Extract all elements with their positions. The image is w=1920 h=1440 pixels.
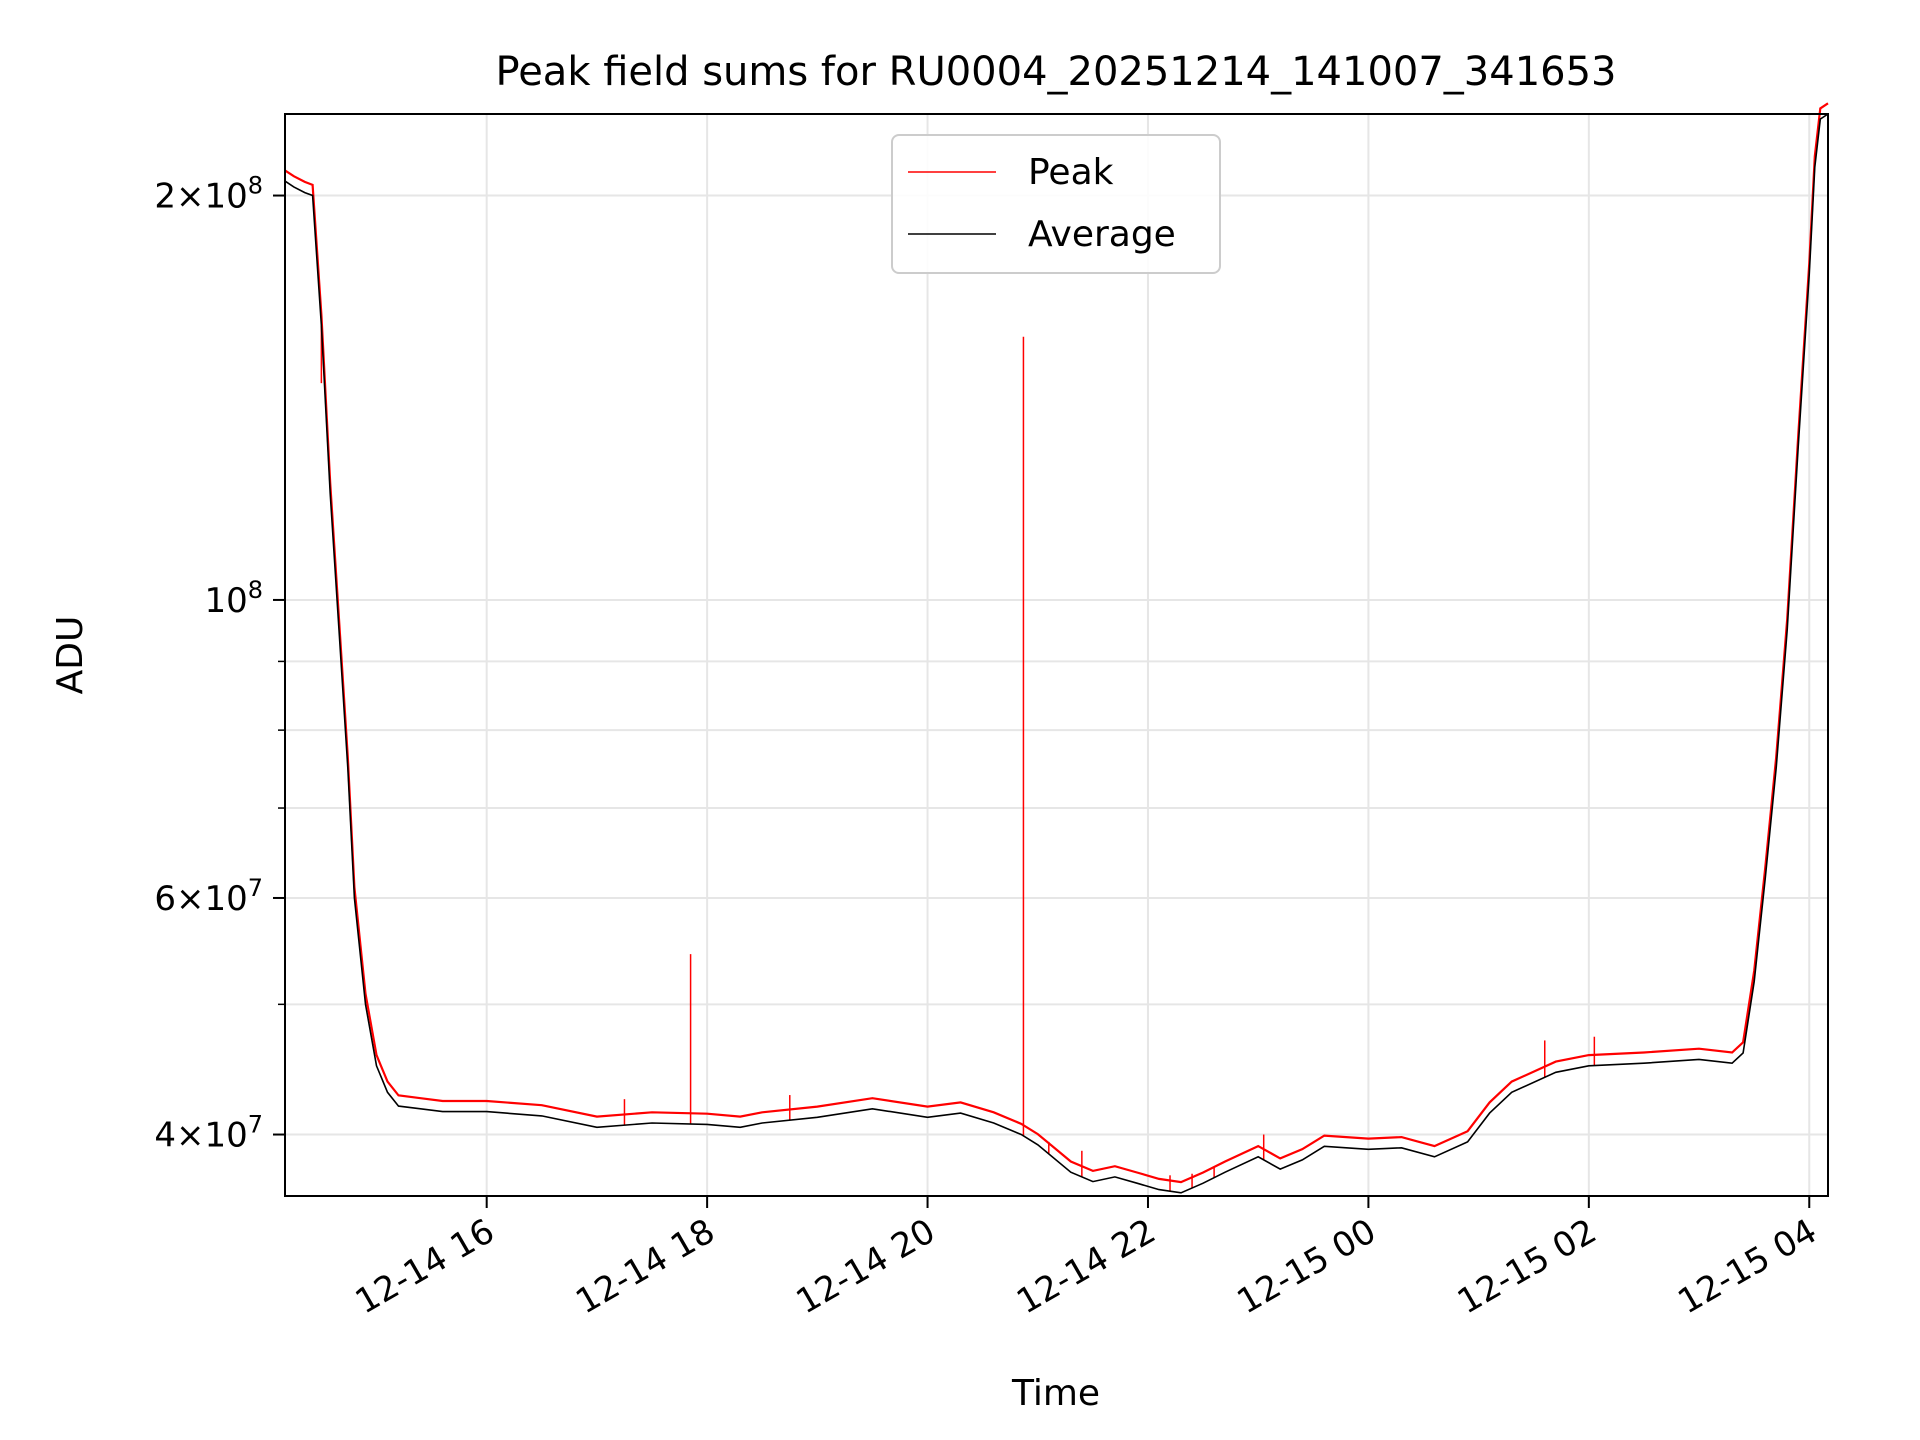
- legend-label-average: Average: [1028, 214, 1176, 255]
- series-average-line: [284, 113, 1829, 1194]
- series-layer: [284, 102, 1829, 1194]
- y-tick-label-1: 6×107: [154, 874, 263, 919]
- legend-label-peak: Peak: [1028, 152, 1114, 193]
- x-axis-label: Time: [1011, 1373, 1100, 1414]
- series-peak-line: [284, 102, 1829, 1184]
- y-tick-label-0: 4×107: [154, 1111, 263, 1156]
- y-tick-label-3: 2×108: [154, 172, 263, 217]
- chart-title: Peak field sums for RU0004_20251214_1410…: [496, 49, 1617, 95]
- plot-frame: [284, 113, 1829, 1197]
- y-axis-label: ADU: [50, 616, 91, 695]
- y-axis: 4×107 6×107 108 2×108: [154, 172, 285, 1156]
- legend-box: [891, 134, 1221, 274]
- legend: Peak Average: [891, 134, 1221, 274]
- y-tick-label-2: 108: [204, 576, 263, 621]
